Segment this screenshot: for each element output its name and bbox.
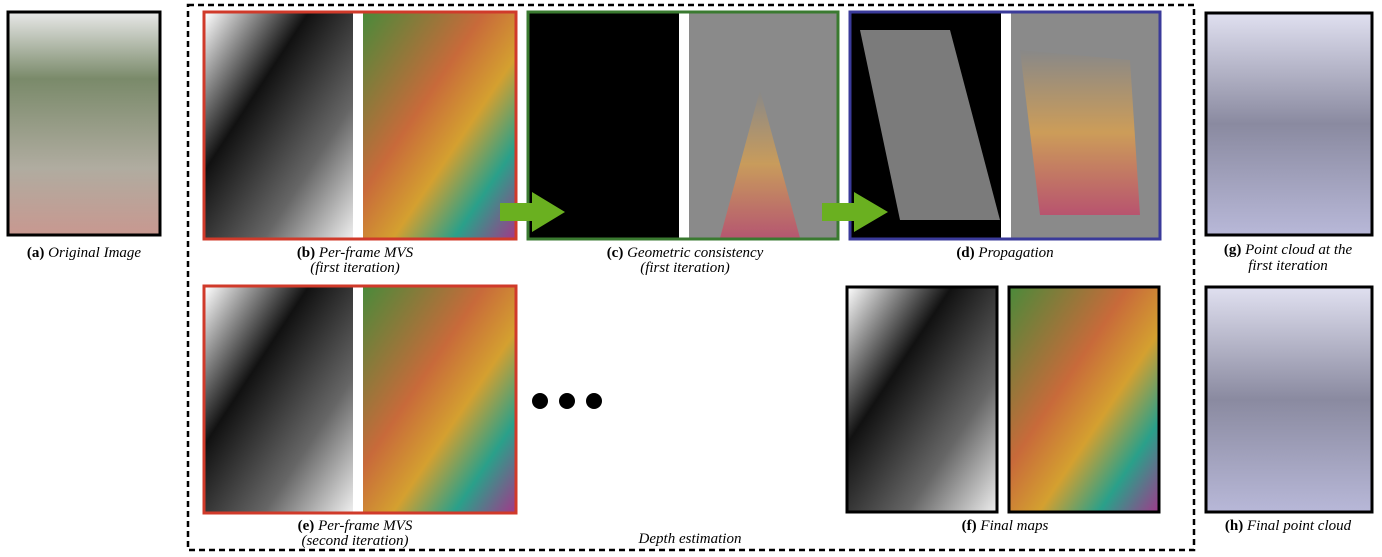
panel-d — [850, 12, 1160, 239]
caption-text: (a) — [27, 245, 45, 261]
caption-text: Per-frame MVS — [317, 518, 413, 534]
caption-text: Geometric consistency — [627, 245, 764, 261]
caption-f: (f) Final maps — [962, 518, 1049, 534]
caption-text: (b) — [297, 245, 315, 261]
final-normal-map — [1009, 287, 1159, 512]
caption-text: Final maps — [979, 518, 1048, 534]
caption-g-line2: first iteration — [1248, 258, 1328, 274]
original-image — [8, 12, 160, 235]
caption-text: (d) — [956, 245, 974, 261]
panel-b — [204, 12, 516, 239]
point-cloud-first — [1206, 13, 1372, 235]
figure: (a) Original Image (b) Per-frame MVS (fi… — [0, 0, 1382, 557]
caption-text: (h) — [1225, 518, 1243, 534]
group-label: Depth estimation — [638, 531, 742, 547]
caption-c-line2: (first iteration) — [640, 260, 730, 276]
caption-text: Point cloud at the — [1244, 242, 1352, 258]
caption-text: (g) — [1224, 242, 1242, 258]
point-cloud-final — [1206, 287, 1372, 512]
caption-d: (d) Propagation — [956, 245, 1053, 261]
ellipsis-dot — [559, 393, 575, 409]
caption-h: (h) Final point cloud — [1225, 518, 1352, 534]
caption-b: (b) Per-frame MVS — [297, 245, 414, 261]
caption-text: Final point cloud — [1246, 518, 1352, 534]
panel-c — [528, 12, 838, 239]
caption-g: (g) Point cloud at the — [1224, 242, 1353, 258]
ellipsis-dot — [532, 393, 548, 409]
caption-text: Per-frame MVS — [318, 245, 414, 261]
caption-b-line2: (first iteration) — [310, 260, 400, 276]
panel-e — [204, 286, 516, 513]
caption-c: (c) Geometric consistency — [607, 245, 764, 261]
caption-text: (f) — [962, 518, 977, 534]
caption-a: (a) Original Image — [27, 245, 142, 261]
final-depth-map — [847, 287, 997, 512]
caption-text: Propagation — [977, 245, 1053, 261]
caption-e: (e) Per-frame MVS — [298, 518, 413, 534]
ellipsis-dot — [586, 393, 602, 409]
caption-text: (c) — [607, 245, 624, 261]
caption-text: Original Image — [48, 245, 141, 261]
caption-e-line2: (second iteration) — [301, 533, 408, 549]
caption-text: (e) — [298, 518, 315, 534]
